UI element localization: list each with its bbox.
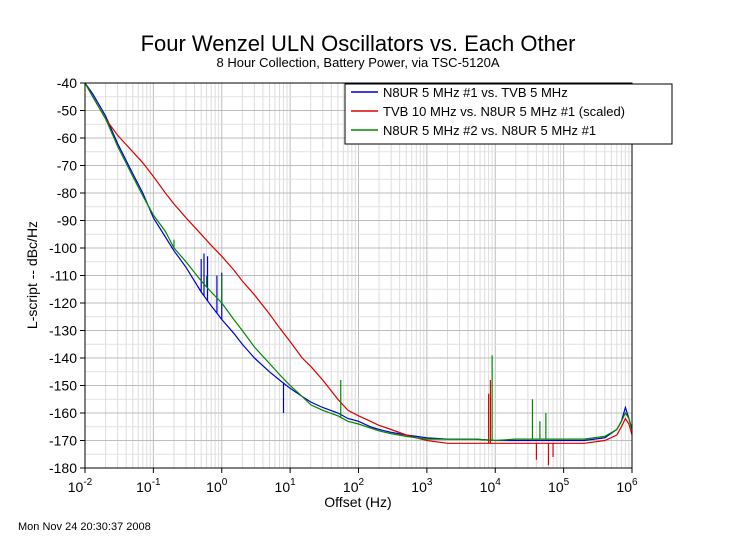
x-tick-label: 10-2: [68, 477, 93, 495]
x-axis-ticks: 10-2 10-1 100 101 102 103 104 105 106: [68, 468, 638, 495]
y-tick-label: -90: [57, 213, 77, 229]
y-tick-label: -110: [50, 268, 77, 284]
y-tick-label: -160: [49, 405, 77, 421]
legend-box: [344, 83, 673, 145]
x-tick-label: 104: [480, 477, 502, 495]
legend-label: TVB 10 MHz vs. N8UR 5 MHz #1 (scaled): [383, 104, 625, 119]
y-tick-label: -60: [57, 130, 77, 146]
chart-subtitle: 8 Hour Collection, Battery Power, via TS…: [216, 55, 499, 70]
y-tick-label: -140: [49, 350, 77, 366]
y-tick-label: -120: [49, 295, 77, 311]
grid-lines: [84, 82, 632, 469]
x-tick-label: 10-1: [136, 477, 161, 495]
x-tick-label: 101: [275, 477, 297, 495]
x-tick-label: 105: [548, 477, 570, 495]
x-axis-label: Offset (Hz): [324, 494, 391, 510]
timestamp: Mon Nov 24 20:30:37 2008: [18, 521, 151, 533]
y-tick-label: -180: [49, 460, 77, 476]
x-tick-label: 106: [616, 477, 638, 495]
series-line-3: [84, 82, 633, 442]
y-tick-label: -70: [57, 158, 77, 174]
x-tick-label: 102: [343, 477, 365, 495]
y-tick-label: -170: [49, 433, 77, 449]
y-axis-ticks: -40 -50 -60 -70 -80 -90 -100 -110 -120 -130 -140 -1…: [49, 75, 85, 476]
series-line-2: [84, 82, 633, 444]
y-tick-label: -100: [49, 240, 77, 256]
y-tick-label: -130: [49, 323, 77, 339]
y-tick-label: -50: [57, 103, 77, 119]
y-tick-label: -150: [49, 378, 77, 394]
legend-label: N8UR 5 MHz #1 vs. TVB 5 MHz: [383, 85, 568, 100]
legend: N8UR 5 MHz #1 vs. TVB 5 MHz TVB 10 MHz vs…: [344, 83, 673, 145]
series-layer: [84, 82, 633, 466]
chart-title: Four Wenzel ULN Oscillators vs. Each Oth…: [141, 31, 576, 56]
x-tick-label: 100: [206, 477, 228, 495]
series-line-1: [84, 82, 633, 442]
x-tick-label: 103: [411, 477, 433, 495]
y-axis-label: L-script -- dBc/Hz: [24, 221, 40, 329]
legend-label: N8UR 5 MHz #2 vs. N8UR 5 MHz #1: [383, 123, 596, 138]
y-tick-label: -40: [57, 75, 77, 91]
y-tick-label: -80: [57, 185, 77, 201]
